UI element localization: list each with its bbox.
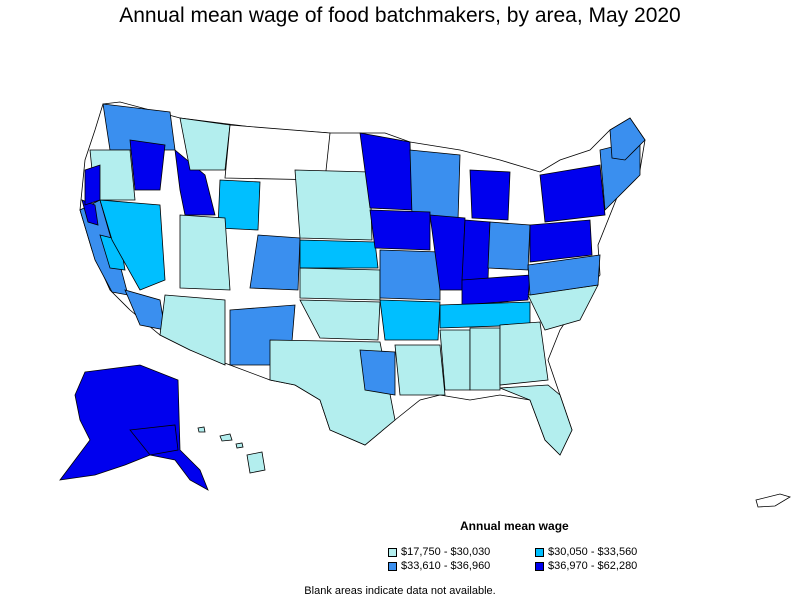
map-title: Annual mean wage of food batchmakers, by… — [119, 4, 681, 27]
region-arizona — [159, 294, 226, 366]
region-kansas — [299, 267, 381, 301]
region-arkansas — [379, 299, 441, 341]
hawaii — [197, 426, 266, 474]
region-nevada — [99, 199, 166, 291]
contiguous-us — [79, 101, 646, 456]
legend-item-2: $30,050 - $33,560 — [535, 546, 637, 558]
legend-swatch-1 — [388, 547, 397, 557]
legend-label-1: $17,750 - $30,030 — [401, 546, 491, 558]
region-alaska — [59, 364, 209, 491]
region-pennsylvania — [529, 219, 593, 263]
region-alaska-interior — [129, 424, 179, 456]
region-louisiana — [394, 344, 446, 396]
region-wa-east — [129, 139, 166, 191]
hawaii-island-4 — [246, 451, 266, 474]
region-maine — [609, 117, 646, 161]
region-alabama — [469, 327, 501, 391]
region-iowa — [369, 209, 431, 251]
region-nebraska — [299, 239, 379, 269]
region-missouri — [379, 249, 441, 301]
region-ohio — [487, 221, 531, 271]
hawaii-island-2 — [219, 433, 233, 442]
region-florida — [499, 384, 573, 456]
region-puerto-rico — [755, 493, 791, 508]
legend-swatch-3 — [388, 561, 397, 571]
region-new-york — [539, 164, 606, 223]
region-wisconsin — [409, 149, 461, 221]
legend-label-4: $36,970 - $62,280 — [548, 560, 638, 572]
region-indiana — [461, 219, 491, 281]
legend-swatch-2 — [535, 547, 544, 557]
blank-areas-note: Blank areas indicate data not available. — [304, 585, 496, 597]
puerto-rico — [755, 493, 791, 508]
region-idaho — [174, 149, 216, 216]
region-mississippi — [439, 329, 471, 391]
hawaii-island-1 — [197, 426, 206, 433]
region-utah — [179, 214, 231, 291]
region-kentucky — [461, 274, 531, 306]
hawaii-island-3 — [235, 442, 244, 449]
region-oklahoma — [299, 299, 381, 341]
region-wyoming — [217, 179, 261, 231]
legend-item-4: $36,970 - $62,280 — [535, 560, 637, 572]
region-virginia — [527, 254, 601, 296]
region-montana-west — [179, 117, 231, 171]
region-dakotas — [294, 169, 373, 241]
legend-label-3: $33,610 - $36,960 — [401, 560, 491, 572]
region-colorado — [249, 234, 301, 291]
legend-item-1: $17,750 - $30,030 — [388, 546, 490, 558]
region-oregon-coast — [84, 164, 101, 206]
alaska — [59, 364, 209, 491]
region-michigan — [469, 169, 511, 221]
region-texas-east — [359, 349, 396, 396]
legend-label-2: $30,050 - $33,560 — [548, 546, 638, 558]
legend-title: Annual mean wage — [460, 519, 569, 533]
region-georgia — [499, 321, 549, 386]
legend-item-3: $33,610 - $36,960 — [388, 560, 490, 572]
legend-swatch-4 — [535, 561, 544, 571]
